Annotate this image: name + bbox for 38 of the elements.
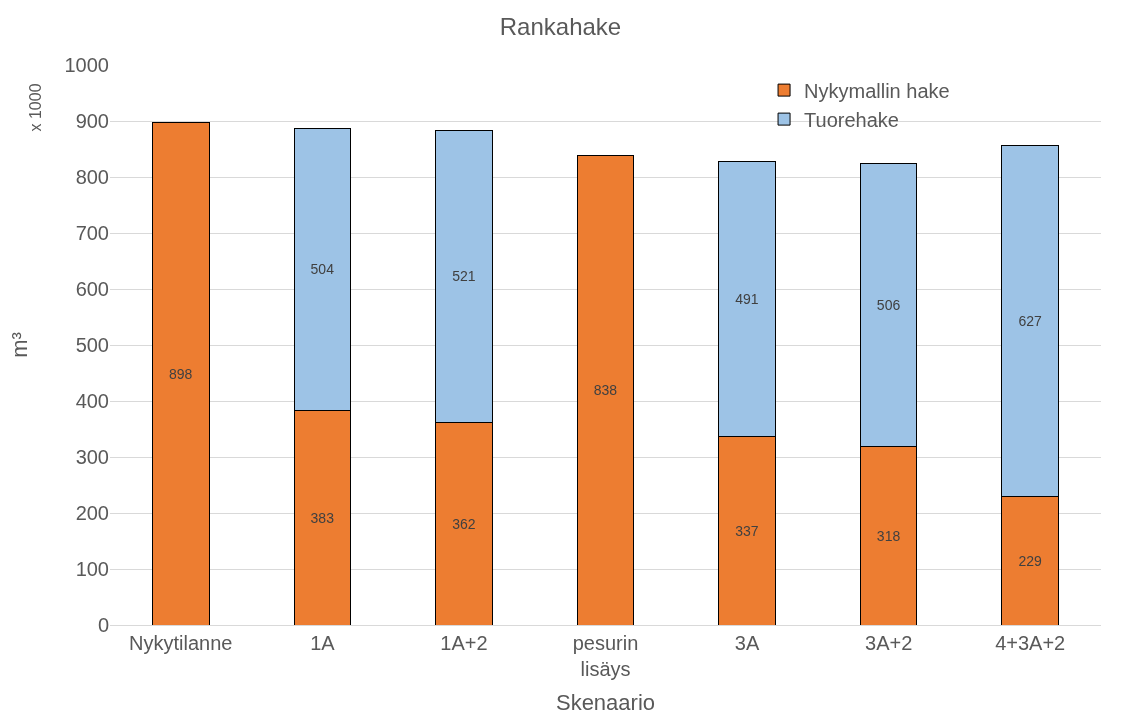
bar xyxy=(151,121,210,625)
text: x 1000 xyxy=(26,83,44,132)
data-label: 229 xyxy=(1018,552,1042,569)
legend-label: Nykymallin hake xyxy=(804,79,950,102)
data-label: 521 xyxy=(452,268,476,285)
x-axis-title: Skenaario xyxy=(555,689,656,715)
data-label: 627 xyxy=(1018,313,1042,330)
y-axis-title: m³ xyxy=(7,332,33,358)
x-tick-label: Nykytilanne xyxy=(129,632,233,654)
y-tick-label: 800 xyxy=(75,166,109,188)
chart-title: Rankahake xyxy=(499,12,622,40)
data-label: 318 xyxy=(876,527,901,544)
data-label: 362 xyxy=(452,515,476,532)
y-tick-label: 700 xyxy=(75,222,109,244)
y-tick-label: 400 xyxy=(75,390,109,412)
legend-label: Tuorehake xyxy=(804,108,899,131)
x-tick-label: 1A+2 xyxy=(440,632,488,654)
y-tick-label: 0 xyxy=(97,614,109,636)
x-tick-label: 4+3A+2 xyxy=(995,632,1066,654)
data-label: 504 xyxy=(310,261,335,278)
y-tick-label: 500 xyxy=(75,334,109,356)
y-tick-label: 300 xyxy=(75,446,109,468)
x-tick-label: 1A xyxy=(310,632,336,654)
data-label: 506 xyxy=(876,297,901,314)
y-tick-label: 1000 xyxy=(64,54,109,76)
y-tick-label: 600 xyxy=(75,278,109,300)
bar xyxy=(576,155,635,625)
y-tick-label: 200 xyxy=(75,502,109,524)
data-label: 838 xyxy=(593,382,618,399)
x-tick-label: pesurin lisäys xyxy=(572,632,639,680)
data-label: 491 xyxy=(735,290,759,307)
data-label: 383 xyxy=(310,509,335,526)
y-tick-label: 900 xyxy=(75,110,109,132)
x-tick-label: 3A+2 xyxy=(865,632,913,654)
data-label: 898 xyxy=(169,365,193,382)
y-tick-label: 100 xyxy=(75,558,109,580)
x-tick-label: 3A xyxy=(734,632,760,654)
data-label: 337 xyxy=(735,522,759,539)
